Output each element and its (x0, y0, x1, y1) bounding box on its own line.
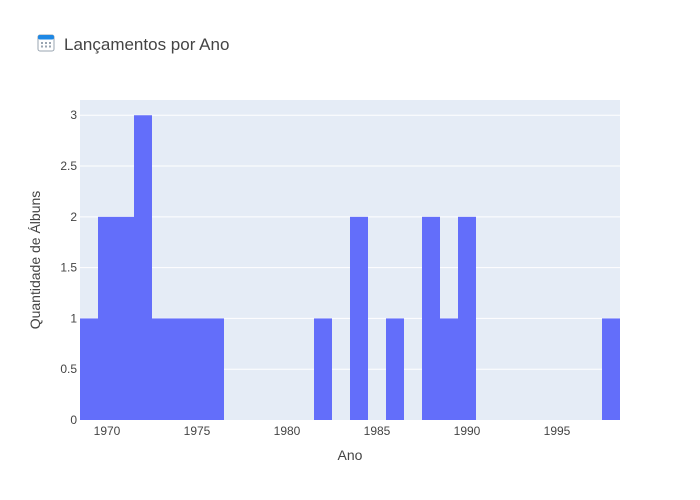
bar-1973 (152, 318, 170, 420)
x-axis-ticks: 1970 1975 1980 1985 1990 1995 (94, 424, 571, 438)
calendar-icon (37, 34, 55, 52)
bar-1998 (602, 318, 620, 420)
bars (80, 115, 620, 420)
bar-1972 (134, 115, 152, 420)
bar-1970 (98, 216, 116, 420)
bar-1990 (458, 216, 476, 420)
y-tick-label: 0 (70, 413, 77, 427)
chart-title: Lançamentos por Ano (64, 35, 229, 54)
bar-1971 (116, 216, 134, 420)
y-tick-label: 2.5 (60, 159, 77, 173)
bar-1988 (422, 216, 440, 420)
x-tick-label: 1975 (184, 424, 211, 438)
bar-1989 (440, 318, 458, 420)
y-tick-label: 1 (70, 311, 77, 325)
y-tick-label: 1.5 (60, 261, 77, 275)
bar-1982 (314, 318, 332, 420)
bar-1976 (206, 318, 224, 420)
y-tick-label: 0.5 (60, 362, 77, 376)
x-tick-label: 1990 (454, 424, 481, 438)
bar-1974 (170, 318, 188, 420)
y-tick-label: 2 (70, 210, 77, 224)
x-tick-label: 1970 (94, 424, 121, 438)
y-tick-label: 3 (70, 108, 77, 122)
bar-1975 (188, 318, 206, 420)
x-tick-label: 1985 (364, 424, 391, 438)
x-tick-label: 1980 (274, 424, 301, 438)
bar-1986 (386, 318, 404, 420)
bar-1969 (80, 318, 98, 420)
y-axis-ticks: 0 0.5 1 1.5 2 2.5 3 (60, 108, 77, 427)
bar-1984 (350, 216, 368, 420)
y-axis-title: Quantidade de Álbuns (27, 191, 43, 330)
x-tick-label: 1995 (544, 424, 571, 438)
chart-title-group: Lançamentos por Ano (37, 34, 229, 54)
x-axis-title: Ano (338, 447, 363, 463)
